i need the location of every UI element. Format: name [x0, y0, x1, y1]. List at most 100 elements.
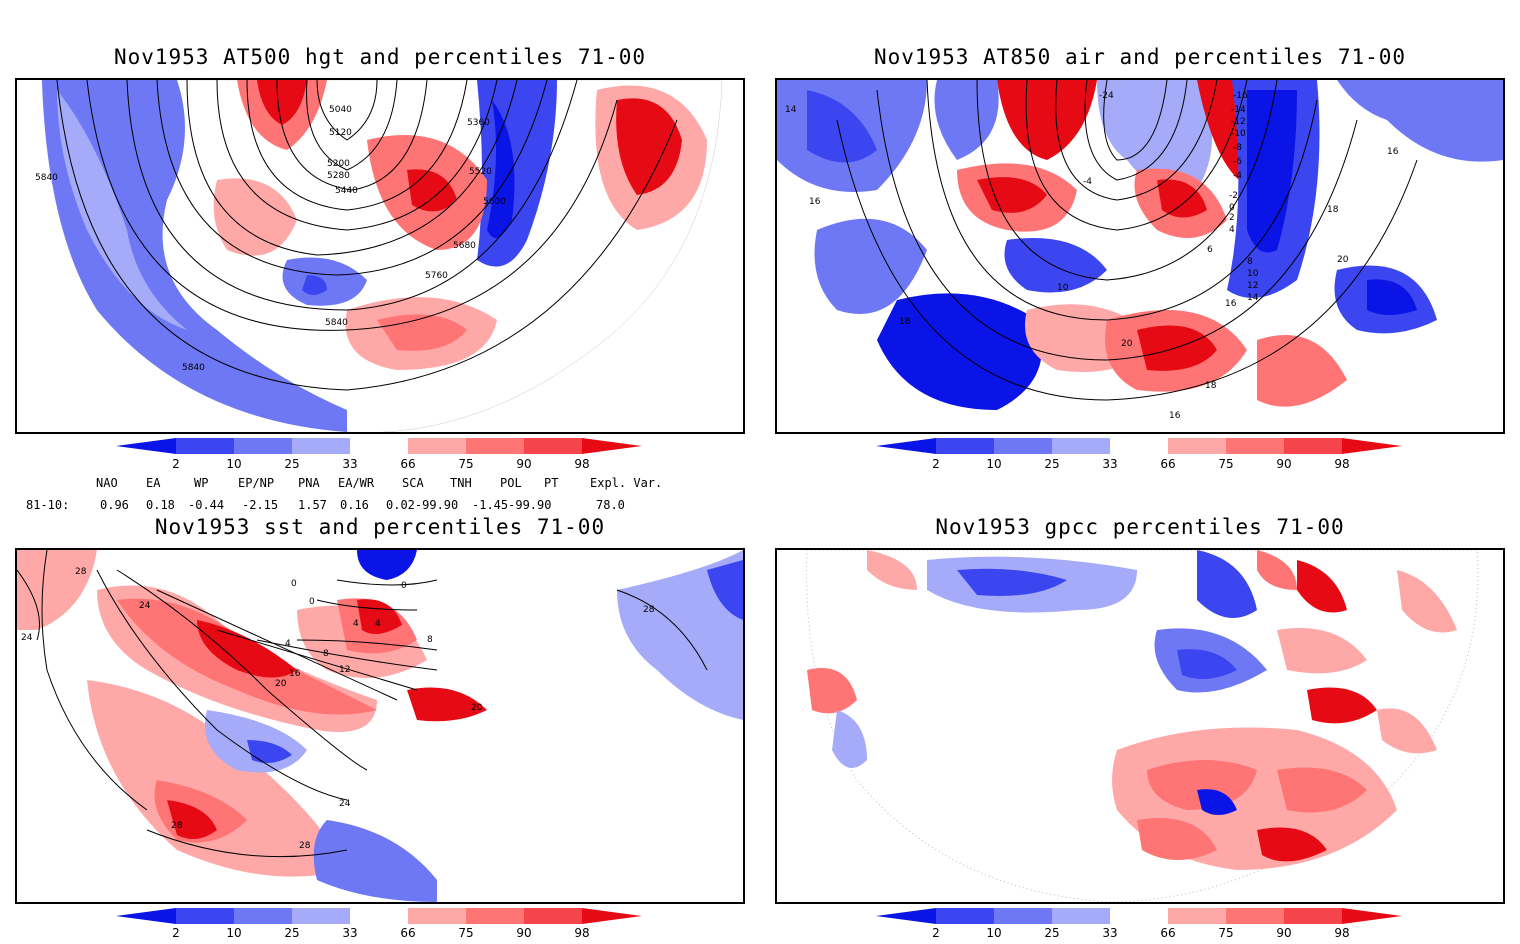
contour-label: 5600	[483, 197, 506, 207]
contour-label: 5040	[329, 105, 352, 115]
colorbar-tick: 66	[400, 926, 415, 940]
colorbar-tick: 75	[458, 457, 473, 471]
contour-label: 8	[427, 635, 433, 645]
air850-map: -24 -16 -14 -12 -10 -8 -6 -4 -2 0 2 4 6 …	[777, 80, 1503, 432]
contour-label: 5200	[327, 159, 350, 169]
contour-label: 14	[1247, 293, 1259, 303]
contour-label: -6	[1233, 157, 1242, 167]
index-value-nao: 0.96	[100, 498, 129, 512]
colorbar-tick: 2	[172, 457, 180, 471]
index-value-eawr: 0.16	[340, 498, 369, 512]
contour-label: -10	[1231, 129, 1246, 139]
colorbar-tick: 90	[1276, 457, 1291, 471]
contour-label: 5280	[327, 171, 350, 181]
index-header-expl-var: Expl. Var.	[590, 476, 663, 490]
colorbar-swatch	[1284, 438, 1342, 454]
panel-2-title: Nov1953 AT850 air and percentiles 71-00	[873, 45, 1407, 69]
colorbar-swatch	[466, 438, 524, 454]
index-value-wp: -0.44	[188, 498, 225, 512]
contour-label: 28	[75, 567, 87, 577]
colorbar-triangle-left-icon	[876, 438, 936, 454]
colorbar-swatch	[994, 438, 1052, 454]
colorbar-triangle-left-icon	[116, 438, 176, 454]
colorbar-1-svg: 2 10 25 33 66 75 90 98	[116, 438, 642, 471]
contour-label: 14	[785, 105, 797, 115]
colorbar-triangle-right-icon	[1342, 438, 1402, 454]
colorbar-4-svg: 2 10 25 33 66 75 90 98	[876, 908, 1402, 940]
colorbar-swatch	[176, 908, 234, 924]
index-value-epnp: -2.15	[242, 498, 279, 512]
colorbar-tick: 66	[1160, 457, 1175, 471]
colorbar-swatch	[466, 908, 524, 924]
colorbar-1: 2 10 25 33 66 75 90 98	[116, 438, 656, 478]
contour-label: 20	[1121, 339, 1133, 349]
index-row-label: 81-10:	[26, 498, 70, 512]
colorbar-tick: 2	[932, 926, 940, 940]
index-header-ea: EA	[146, 476, 161, 490]
hgt500-map: 5040 5120 5200 5280 5360 5440 5520 5600 …	[17, 80, 743, 432]
colorbar-tick: 2	[172, 926, 180, 940]
colorbar-swatch	[936, 438, 994, 454]
contour-label: 5440	[335, 186, 358, 196]
contour-label: 20	[471, 703, 483, 713]
contour-label: -12	[1231, 117, 1246, 127]
contour-label: 10	[1057, 283, 1069, 293]
colorbar-triangle-right-icon	[582, 908, 642, 924]
colorbar-tick: 66	[400, 457, 415, 471]
index-value-tnh: -1.45-99.90	[472, 498, 552, 512]
contour-label: 28	[171, 821, 183, 831]
colorbar-swatch	[1110, 438, 1168, 454]
hgt500-contour-labels: 5040 5120 5200 5280 5360 5440 5520 5600 …	[35, 105, 506, 373]
index-header-pt: PT	[544, 476, 559, 490]
contour-label: 0	[1229, 203, 1235, 213]
contour-label: 18	[1205, 381, 1217, 391]
contour-label: 16	[1225, 299, 1237, 309]
contour-label: -4	[1233, 171, 1242, 181]
colorbar-tick: 25	[284, 457, 299, 471]
colorbar-tick: 75	[1218, 457, 1233, 471]
colorbar-tick: 98	[574, 926, 589, 940]
contour-label: 8	[1247, 257, 1253, 267]
colorbar-tick: 33	[1102, 926, 1117, 940]
contour-label: 5760	[425, 271, 448, 281]
contour-label: -2	[1229, 191, 1238, 201]
contour-label: 20	[1337, 255, 1349, 265]
colorbar-3: 2 10 25 33 66 75 90 98	[116, 908, 656, 940]
contour-label: 16	[289, 669, 301, 679]
contour-label: 24	[21, 633, 33, 643]
colorbar-swatch	[524, 438, 582, 454]
colorbar-triangle-left-icon	[116, 908, 176, 924]
index-header-eawr: EA/WR	[338, 476, 375, 490]
index-header-pna: PNA	[298, 476, 320, 490]
contour-label: 5840	[182, 363, 205, 373]
index-value-sca: 0.02-99.90	[386, 498, 459, 512]
contour-label: -14	[1231, 105, 1246, 115]
colorbar-triangle-right-icon	[1342, 908, 1402, 924]
colorbar-tick: 25	[1044, 457, 1059, 471]
index-value-ea: 0.18	[146, 498, 175, 512]
index-header-nao: NAO	[96, 476, 118, 490]
colorbar-tick: 10	[986, 457, 1001, 471]
map-panel-air850: -24 -16 -14 -12 -10 -8 -6 -4 -2 0 2 4 6 …	[775, 78, 1505, 434]
colorbar-tick: 25	[284, 926, 299, 940]
colorbar-swatch	[408, 908, 466, 924]
contour-label: 0	[291, 579, 297, 589]
colorbar-tick: 2	[932, 457, 940, 471]
index-value-pna: 1.57	[298, 498, 327, 512]
colorbar-swatch	[1110, 908, 1168, 924]
index-header-tnh: TNH	[450, 476, 472, 490]
colorbar-tick: 98	[1334, 457, 1349, 471]
contour-label: -8	[1233, 143, 1242, 153]
contour-label: 5520	[469, 167, 492, 177]
air850-contour-labels: -24 -16 -14 -12 -10 -8 -6 -4 -2 0 2 4 6 …	[785, 91, 1399, 421]
contour-label: 5120	[329, 128, 352, 138]
contour-label: 4	[353, 619, 359, 629]
contour-label: 16	[1169, 411, 1181, 421]
colorbar-swatch	[1168, 908, 1226, 924]
colorbar-swatch	[350, 908, 408, 924]
colorbar-swatch	[1052, 438, 1110, 454]
colorbar-tick: 75	[458, 926, 473, 940]
colorbar-tick: 25	[1044, 926, 1059, 940]
colorbar-swatch	[292, 908, 350, 924]
contour-label: 0	[401, 581, 407, 591]
